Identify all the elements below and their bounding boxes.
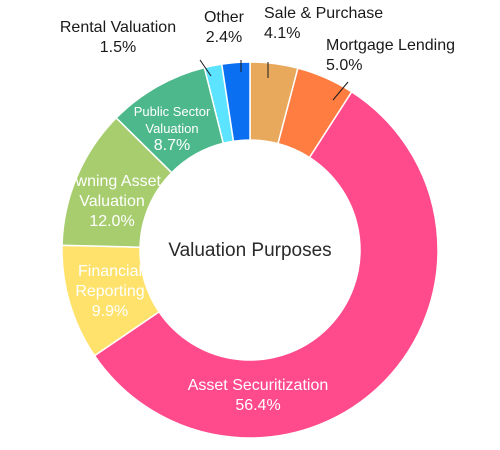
slice-value-4: 12.0% [89, 213, 134, 230]
slice-label-4-line-0: Owning Asset [63, 173, 161, 190]
slice-label-4-line-1: Valuation [79, 193, 145, 210]
labels-group: Sale & Purchase 4.1% Mortgage Lending 5.0% A… [60, 5, 455, 414]
slice-label-2-line-0: Asset Securitization [188, 377, 329, 394]
leader-line-1 [332, 81, 349, 101]
slice-value-0: 4.1% [264, 25, 300, 42]
slice-label-5-line-0: Public Sector [134, 104, 211, 119]
slice-value-5: 8.7% [154, 137, 190, 154]
chart-title: Valuation Purposes [168, 240, 331, 261]
slice-label-0-line-0: Sale & Purchase [264, 5, 383, 22]
slice-value-7: 2.4% [206, 29, 242, 46]
slice-value-6: 1.5% [100, 39, 136, 56]
slice-value-1: 5.0% [326, 57, 362, 74]
slices-group [61, 61, 439, 439]
slice-2 [93, 90, 439, 439]
slice-label-1-line-0: Mortgage Lending [326, 37, 455, 54]
slice-label-3-line-1: Reporting [75, 283, 144, 300]
slice-label-7-line-0: Other [204, 9, 245, 26]
slice-label-5-line-1: Valuation [145, 121, 198, 136]
slice-label-6-line-0: Rental Valuation [60, 19, 176, 36]
slice-label-3-line-0: Financial [78, 263, 142, 280]
leader-line-6 [199, 59, 212, 77]
leader-lines [199, 59, 349, 101]
slice-value-3: 9.9% [92, 303, 128, 320]
slice-7 [220, 61, 251, 143]
slice-value-2: 56.4% [235, 397, 280, 414]
